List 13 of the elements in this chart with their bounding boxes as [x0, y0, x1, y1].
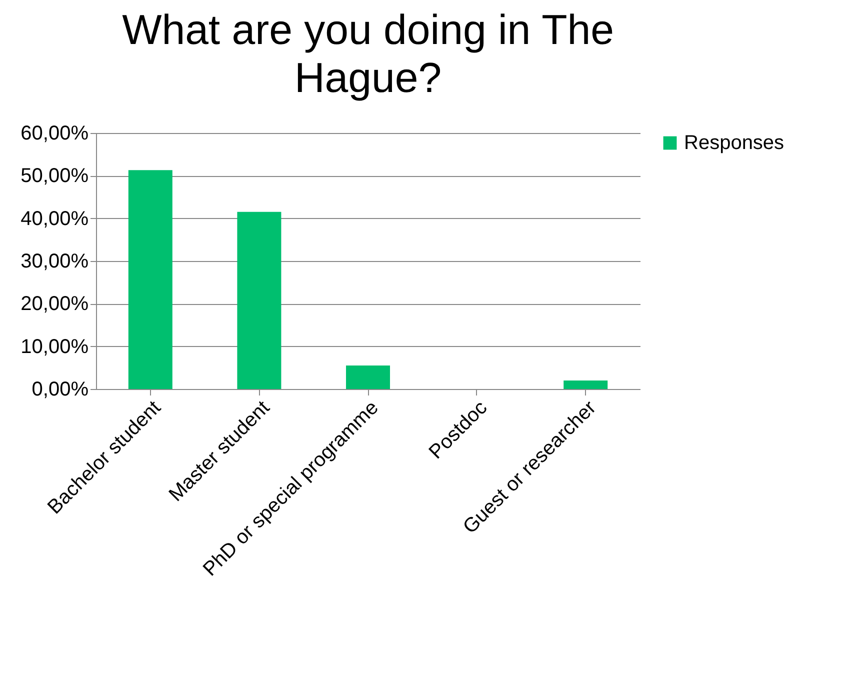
y-tick-label: 10,00% — [20, 336, 89, 358]
bar — [564, 380, 608, 389]
y-tick-label: 0,00% — [32, 378, 89, 400]
bar — [237, 212, 282, 389]
y-tick-label: 60,00% — [20, 122, 89, 144]
y-tick-label: 50,00% — [20, 165, 89, 188]
bar — [128, 170, 172, 389]
y-tick-label: 20,00% — [20, 293, 89, 316]
bar — [346, 366, 390, 389]
chart-title: What are you doing in The Hague? — [122, 6, 614, 101]
legend-label: Responses — [684, 132, 784, 154]
y-tick-label: 40,00% — [20, 208, 89, 230]
y-tick-label: 30,00% — [20, 250, 89, 272]
